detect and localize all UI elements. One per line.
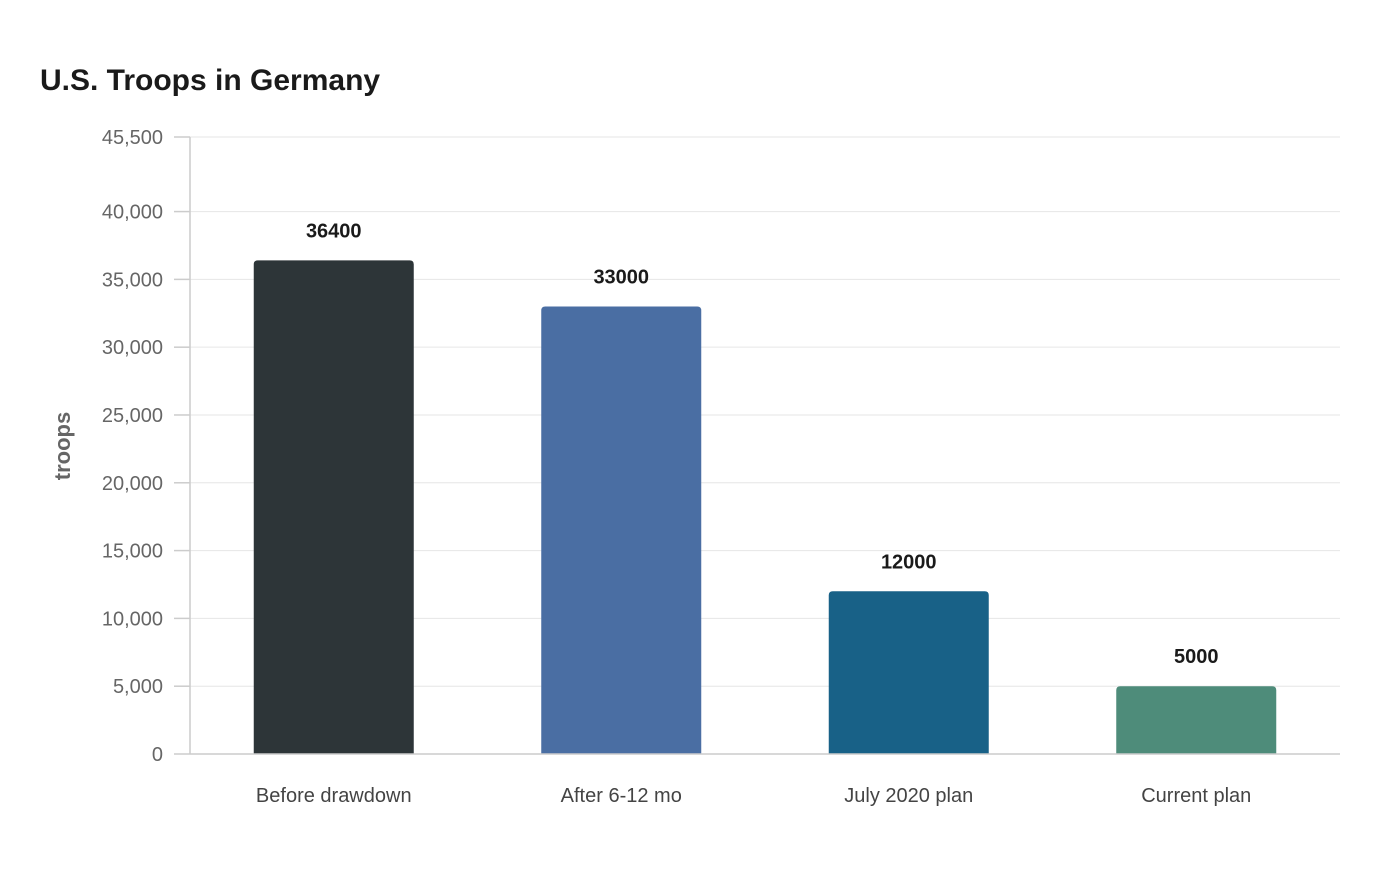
y-tick-label: 20,000 bbox=[102, 473, 163, 495]
bar bbox=[541, 306, 702, 754]
x-category-label: July 2020 plan bbox=[844, 785, 973, 807]
x-category-label: Before drawdown bbox=[256, 785, 412, 807]
bar bbox=[828, 591, 989, 754]
bar-value-label: 12000 bbox=[881, 551, 937, 573]
y-tick-label: 40,000 bbox=[102, 202, 163, 224]
x-axis-categories: Before drawdown After 6-12 mo July 2020 pl… bbox=[256, 785, 1251, 807]
bar-value-label: 33000 bbox=[593, 267, 649, 289]
bar bbox=[253, 260, 414, 754]
y-tick-label: 0 bbox=[152, 744, 163, 766]
y-tick-label: 35,000 bbox=[102, 269, 163, 291]
chart-title: U.S. Troops in Germany bbox=[40, 64, 380, 97]
y-tick-label: 30,000 bbox=[102, 337, 163, 359]
y-tick-label: 45,500 bbox=[102, 127, 163, 149]
x-category-label: Current plan bbox=[1141, 785, 1251, 807]
x-category-label: After 6-12 mo bbox=[561, 785, 682, 807]
y-tick-label: 25,000 bbox=[102, 405, 163, 427]
value-labels: 36400 33000 12000 5000 bbox=[306, 220, 1219, 668]
y-axis-ticks: 0 5,000 10,000 15,000 20,000 25,000 30,000 35,0… bbox=[102, 127, 190, 766]
bar bbox=[1116, 686, 1277, 754]
bar-value-label: 5000 bbox=[1174, 646, 1219, 668]
y-tick-label: 15,000 bbox=[102, 541, 163, 563]
y-tick-label: 10,000 bbox=[102, 608, 163, 630]
y-axis-title: troops bbox=[50, 412, 75, 480]
bar-value-label: 36400 bbox=[306, 220, 362, 242]
bars bbox=[253, 260, 1277, 754]
y-tick-label: 5,000 bbox=[113, 676, 163, 698]
